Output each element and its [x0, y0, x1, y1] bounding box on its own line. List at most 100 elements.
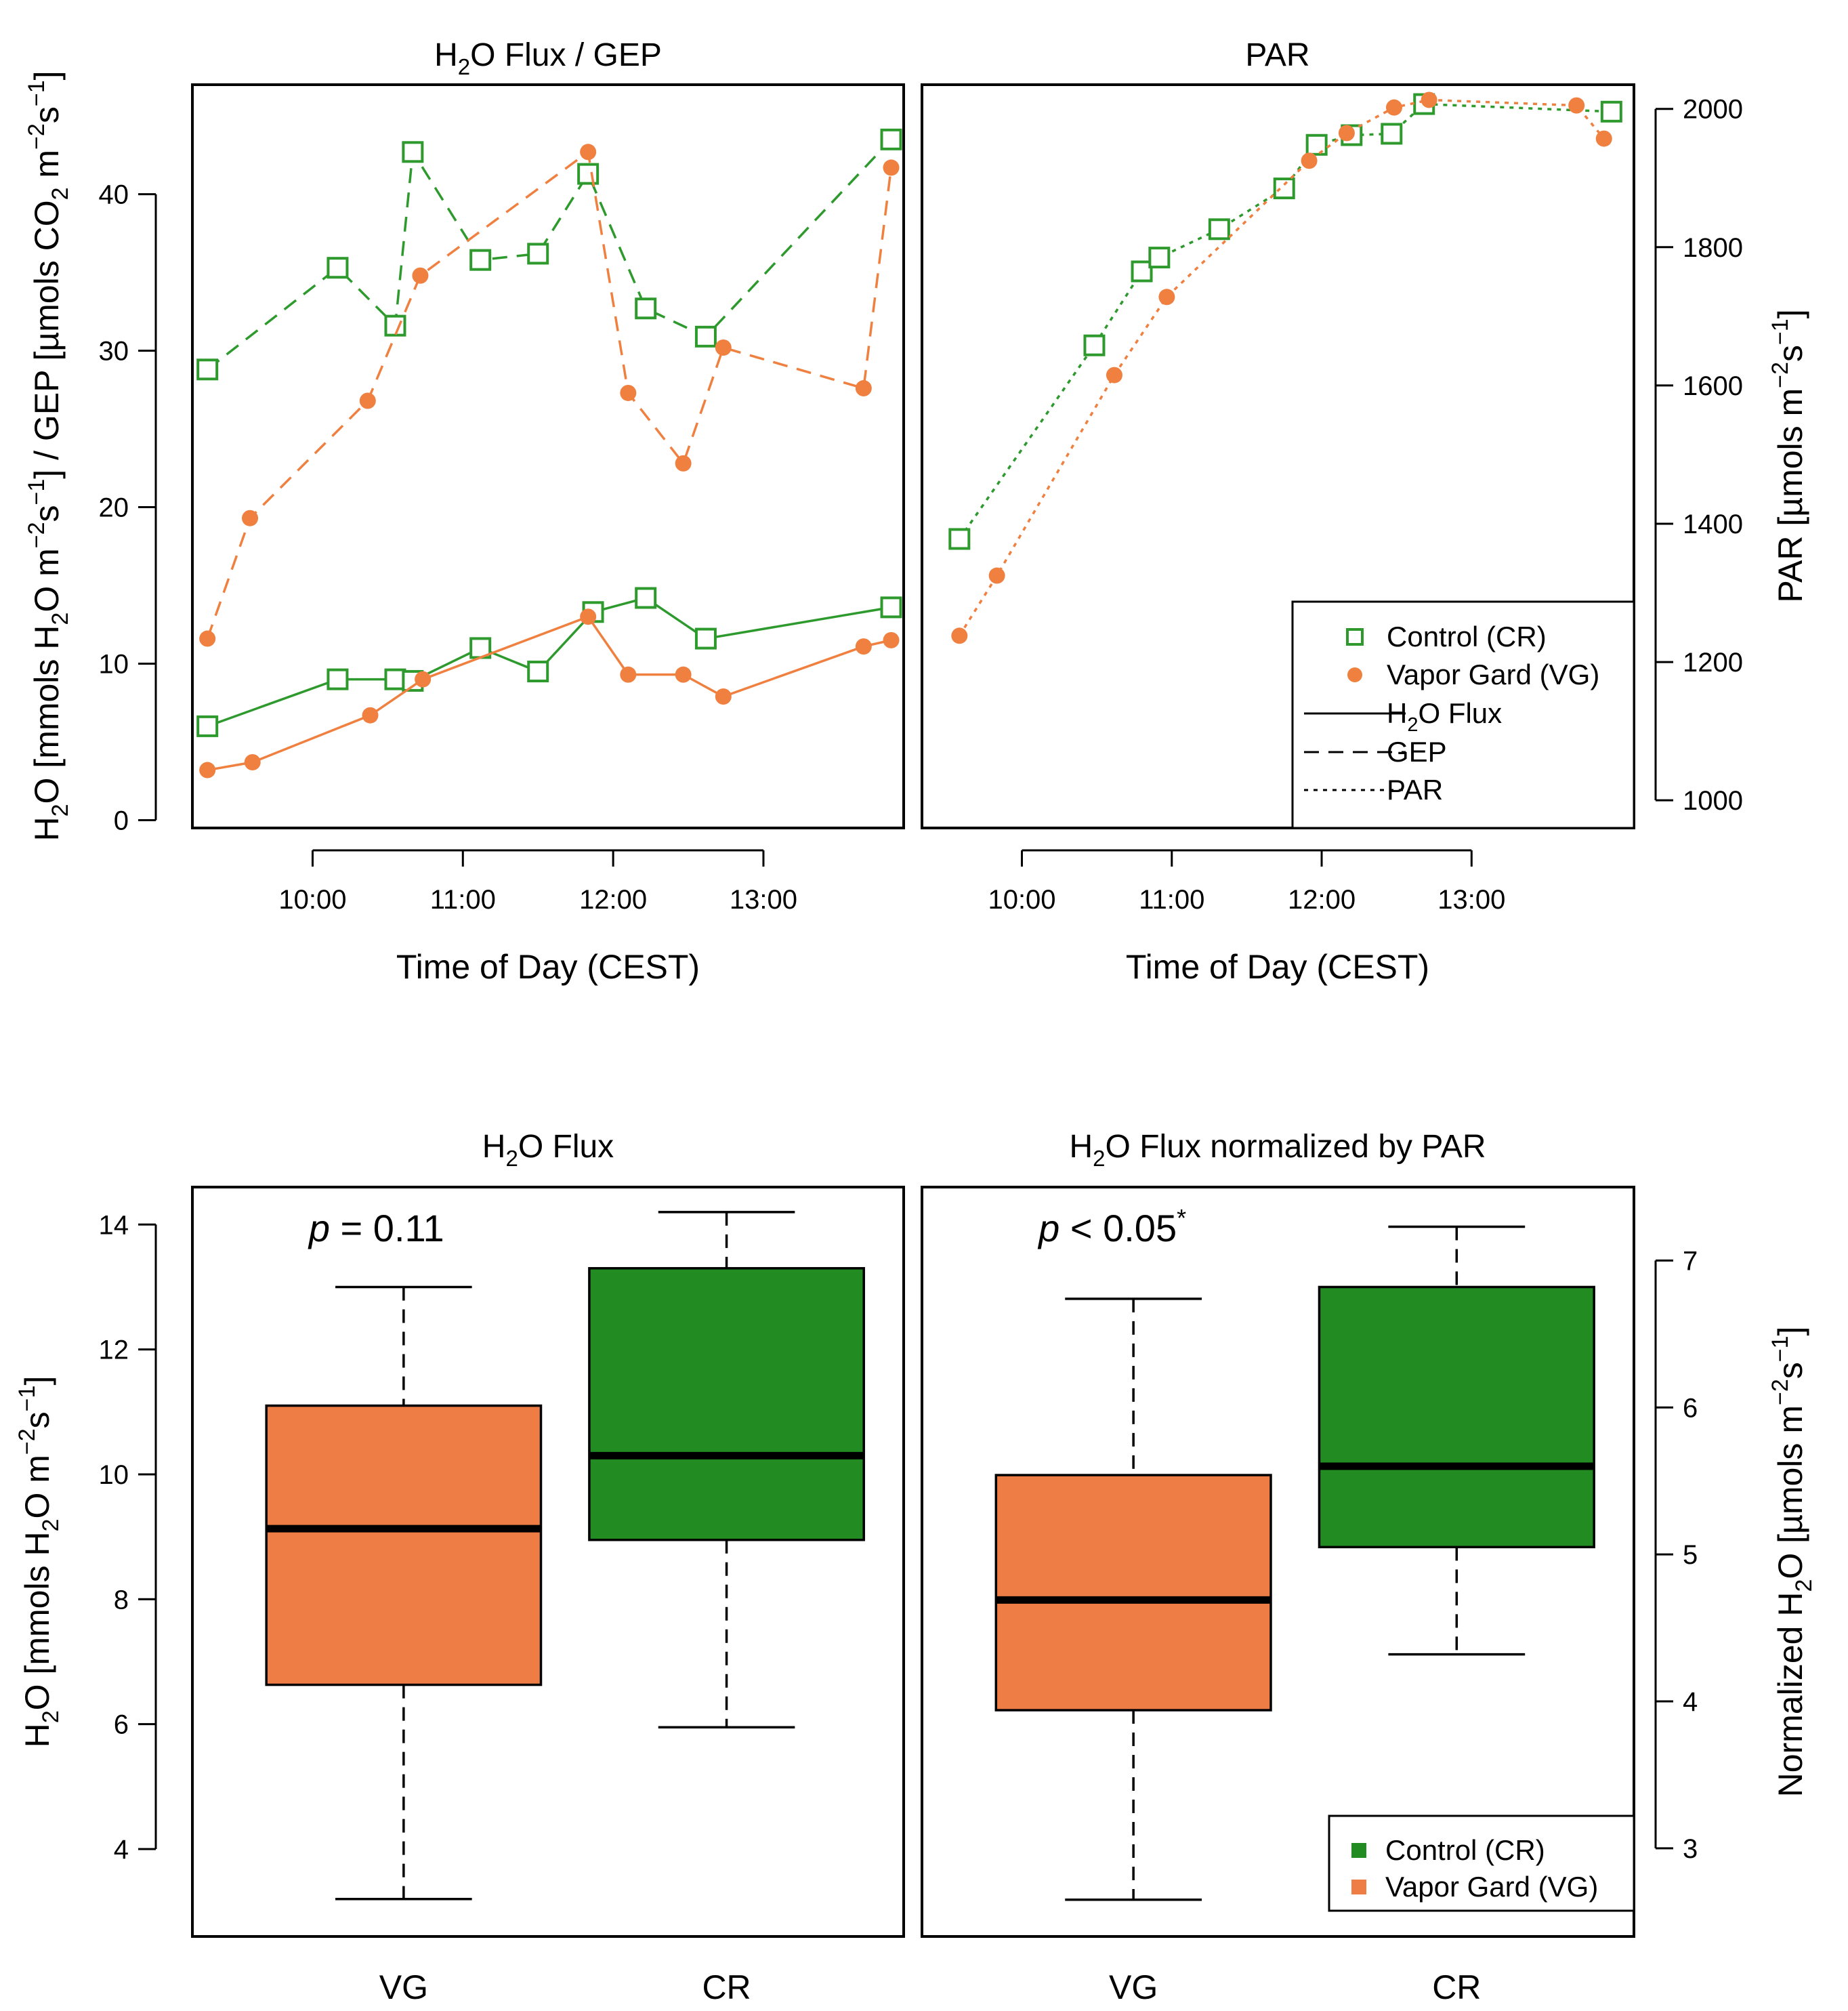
data-point-square: [694, 325, 717, 348]
x-axis-bottom: 10:00 11:00 12:00 13:00: [278, 849, 797, 915]
data-point-circle: [1385, 99, 1402, 116]
x-tick-label: 11:00: [430, 885, 496, 915]
y-tick-label: 14: [99, 1210, 129, 1240]
data-point-circle: [199, 630, 216, 647]
y-tick-label: 3: [1683, 1834, 1698, 1864]
legend-label: Control (CR): [1385, 1834, 1545, 1866]
data-point-square: [527, 661, 549, 683]
data-point-circle: [1301, 152, 1318, 169]
data-point-circle: [883, 159, 900, 176]
data-point-circle: [883, 631, 900, 648]
data-point-square: [694, 627, 717, 650]
y-tick-label: 8: [114, 1585, 129, 1615]
data-point-square: [196, 358, 219, 381]
data-point-circle: [362, 707, 379, 724]
legend-box: [1328, 1815, 1635, 1912]
data-point-square: [196, 715, 219, 737]
box-iqr: [588, 1267, 865, 1541]
y-tick-label: 40: [99, 180, 129, 210]
data-point-circle: [580, 608, 597, 625]
series-line: [207, 615, 891, 772]
data-point-square: [402, 141, 424, 163]
data-point-square: [1305, 133, 1328, 156]
y-axis-right: 1000 1200 1400 1600 1800 2000: [1654, 95, 1743, 816]
y-tick-label: 1000: [1683, 786, 1743, 816]
y-tick-label: 5: [1683, 1540, 1698, 1570]
panel-title: PAR: [1245, 37, 1309, 73]
y-axis-title: H2O [mmols H2O m−2s−1]: [14, 1376, 64, 1748]
data-point-circle: [415, 671, 432, 688]
series-h2o-vg: [199, 608, 900, 779]
data-point-square: [635, 587, 657, 609]
data-point-circle: [1421, 91, 1437, 108]
series-gep-vg: [199, 144, 900, 647]
y-tick-label: 2000: [1683, 95, 1743, 125]
p-value-annotation: p = 0.11: [308, 1207, 444, 1249]
data-point-circle: [1158, 289, 1175, 306]
x-axis-title: Time of Day (CEST): [396, 948, 700, 986]
x-tick-label: 10:00: [988, 885, 1055, 915]
x-tick-label: 13:00: [730, 885, 797, 915]
data-point-circle: [855, 638, 872, 655]
box-cr: [588, 1211, 865, 1728]
y-tick-label: 1600: [1683, 371, 1743, 401]
y-tick-label: 4: [1683, 1687, 1698, 1717]
y-axis-left: 0 10 20 30 40: [99, 180, 157, 835]
x-category-label: CR: [1432, 1968, 1481, 2006]
data-point-square: [635, 297, 657, 320]
legend-label: Control (CR): [1387, 621, 1547, 652]
y-tick-label: 0: [114, 806, 129, 835]
data-point-square: [384, 314, 406, 337]
box-iqr: [265, 1404, 543, 1686]
data-point-circle: [359, 392, 376, 409]
data-point-circle: [199, 762, 216, 779]
data-point-square: [880, 596, 902, 619]
data-point-square: [577, 163, 600, 185]
series-line: [958, 102, 1612, 540]
y-tick-label: 30: [99, 337, 129, 367]
data-point-square: [880, 128, 902, 150]
series-gep-control: [196, 128, 902, 381]
x-axis-bottom: 10:00 11:00 12:00 13:00: [988, 849, 1505, 915]
data-point-circle: [675, 455, 692, 472]
x-tick-label: 13:00: [1437, 885, 1505, 915]
y-tick-label: 20: [99, 493, 129, 523]
data-point-circle: [1106, 367, 1122, 383]
data-point-circle: [242, 510, 259, 526]
y-axis-title: PAR [µmols m−2s−1]: [1767, 309, 1809, 602]
data-point-circle: [675, 666, 692, 683]
data-point-square: [948, 528, 971, 550]
series-line: [206, 150, 893, 640]
data-point-square: [327, 257, 349, 279]
data-point-circle: [620, 384, 637, 401]
data-point-circle: [1568, 97, 1585, 114]
panel-title: H2O Flux / GEP: [434, 37, 662, 79]
legend-label: GEP: [1387, 736, 1447, 768]
plot-area-box: [191, 1186, 905, 1938]
series-par-vg: [951, 91, 1612, 644]
data-point-square: [1131, 260, 1153, 283]
series-line: [207, 596, 891, 728]
x-category-label: CR: [702, 1968, 751, 2006]
x-tick-label: 11:00: [1139, 885, 1204, 915]
y-axis-title: Normalized H2O [µmols m−2s−1]: [1767, 1327, 1817, 1798]
y-axis-title: H2O [mmols H2O m−2s−1] / GEP [µmols CO2 …: [24, 70, 73, 841]
data-point-square: [327, 668, 349, 690]
box-iqr: [994, 1474, 1272, 1712]
x-tick-label: 10:00: [278, 885, 346, 915]
series-line: [958, 98, 1605, 637]
y-tick-label: 10: [99, 1460, 129, 1490]
legend-bottom: Control (CR) Vapor Gard (VG): [1328, 1815, 1635, 1912]
legend-vg-swatch: [1351, 1880, 1366, 1894]
data-point-square: [1083, 334, 1106, 356]
series-line: [207, 138, 892, 371]
data-point-square: [1148, 247, 1171, 269]
y-tick-label: 10: [99, 650, 129, 680]
panel-title: H2O Flux normalized by PAR: [1070, 1129, 1486, 1171]
box-iqr: [1318, 1285, 1595, 1549]
legend-circle-marker: [1347, 667, 1362, 682]
x-category-label: VG: [1109, 1968, 1158, 2006]
legend-label: Vapor Gard (VG): [1385, 1871, 1598, 1903]
data-point-square: [1381, 123, 1403, 145]
data-point-circle: [412, 267, 429, 284]
